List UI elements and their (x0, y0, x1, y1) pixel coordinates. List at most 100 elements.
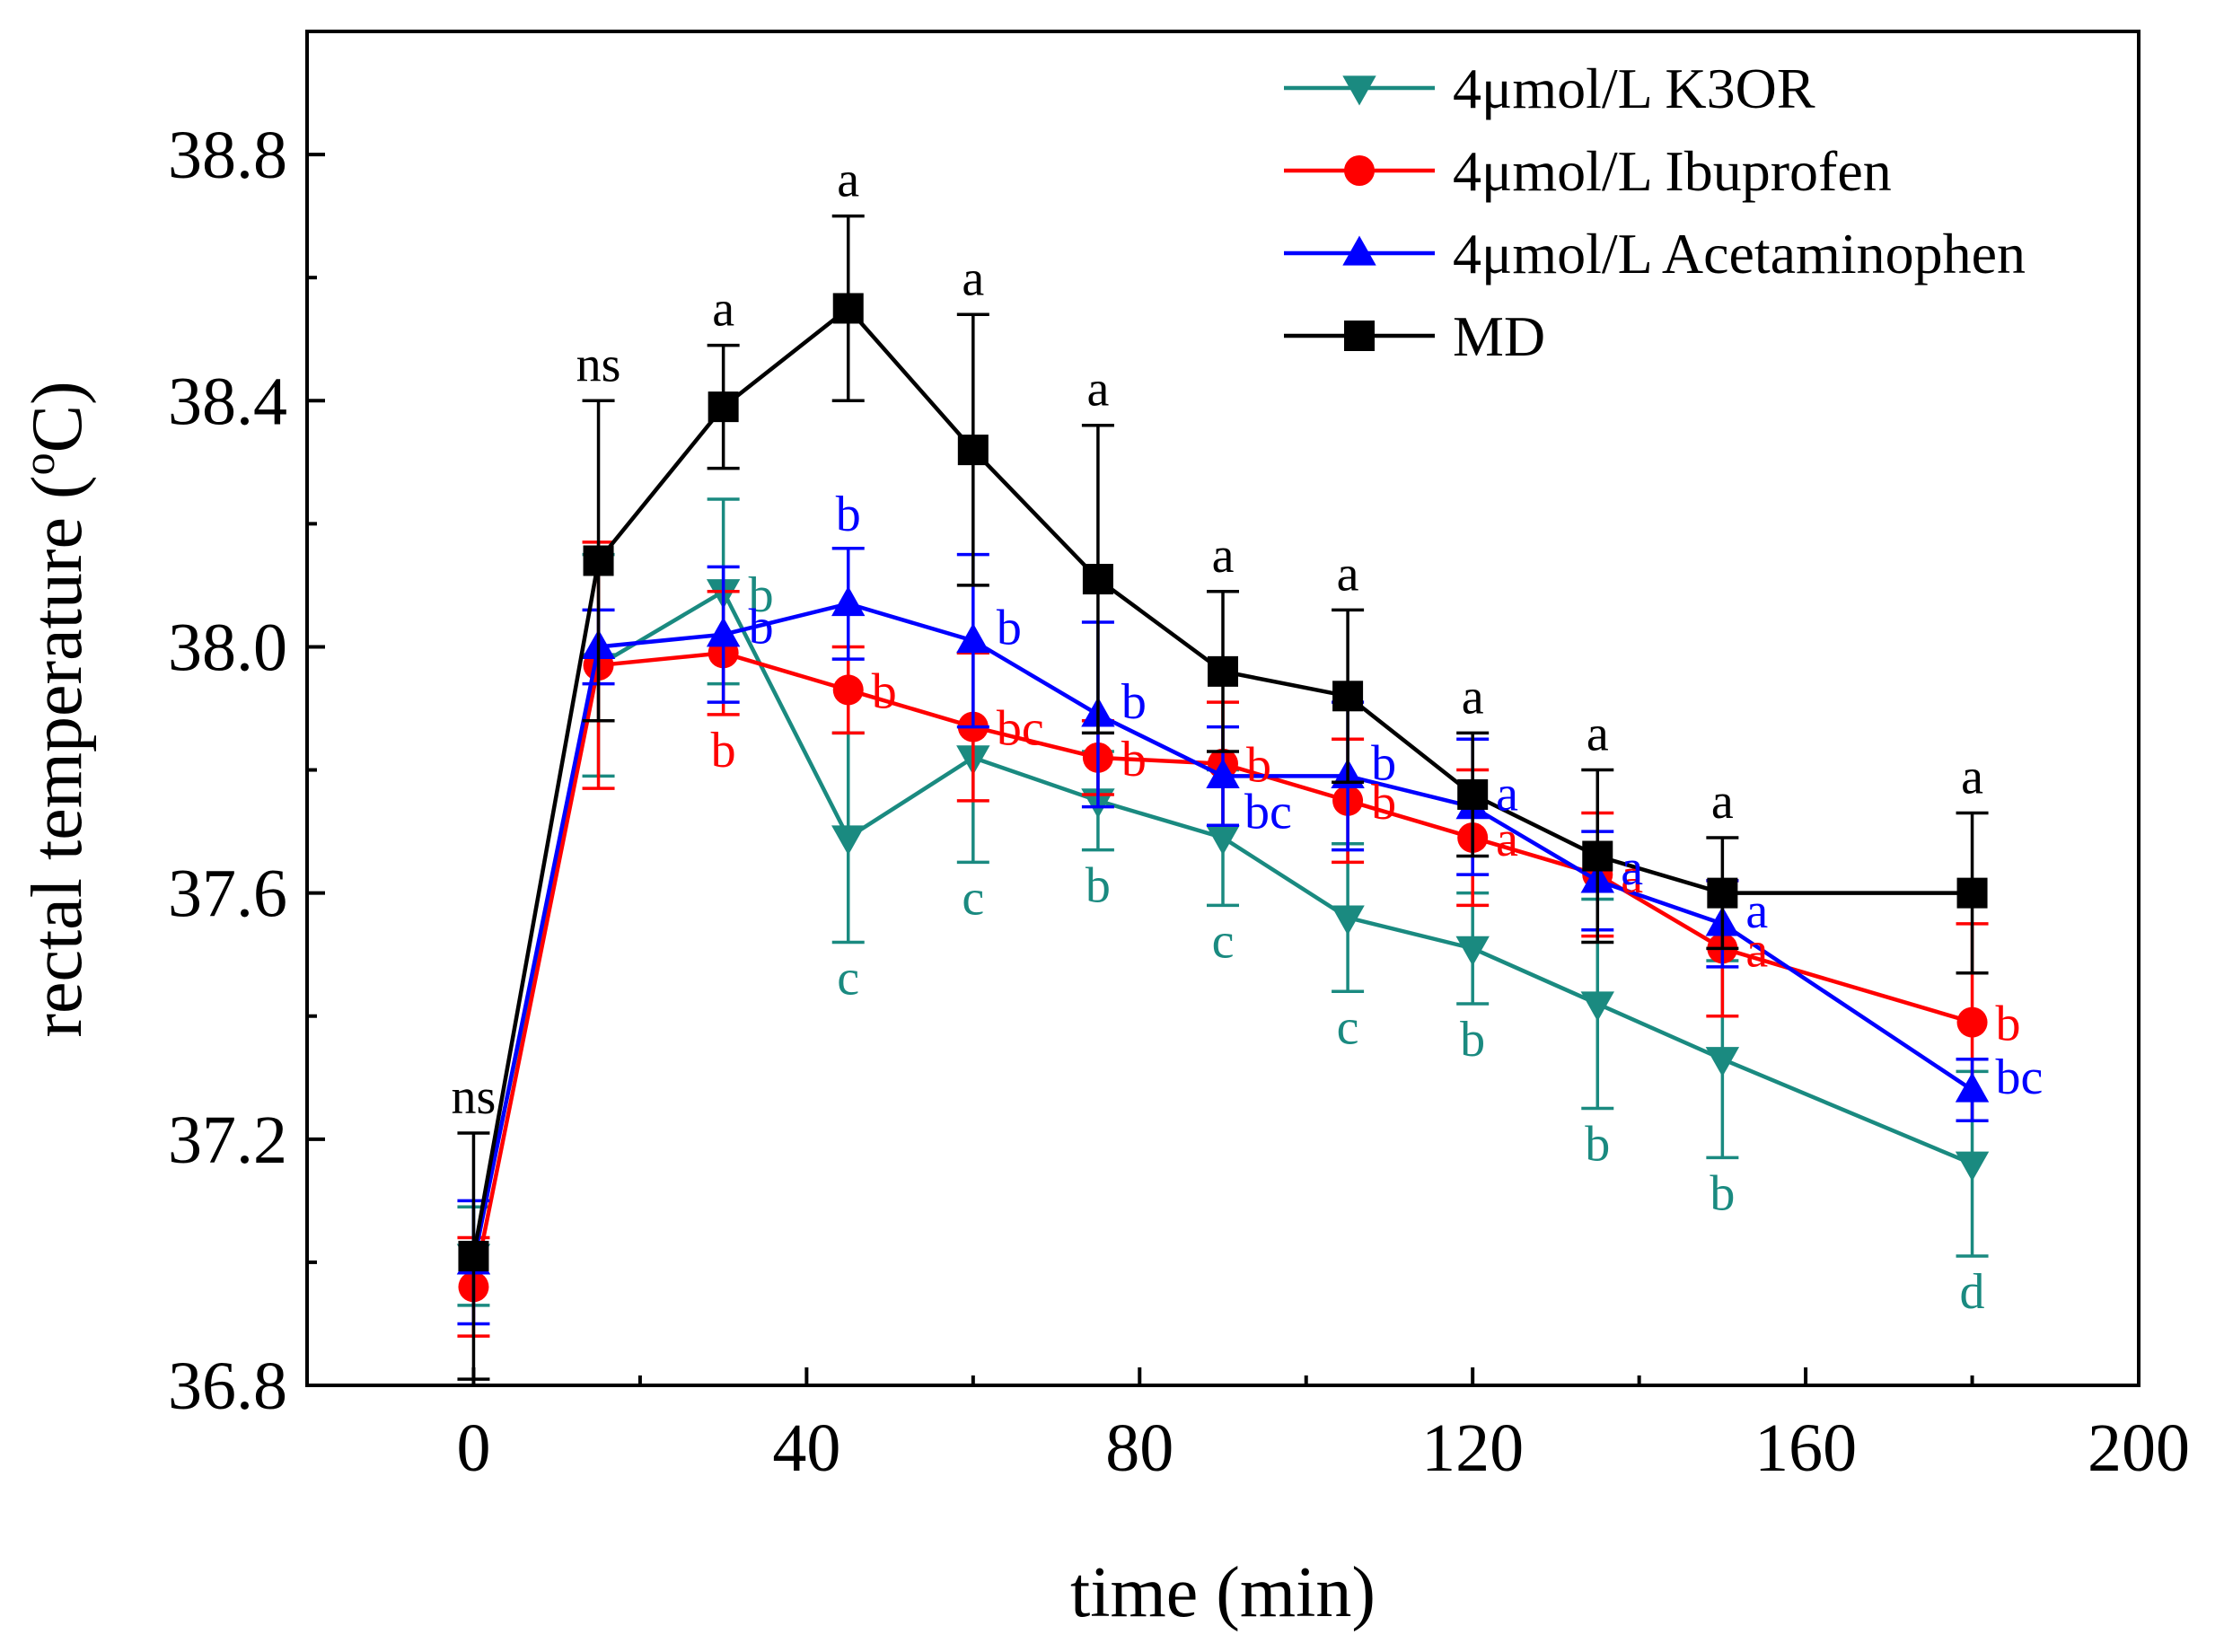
data-point (1455, 936, 1490, 966)
data-point (708, 391, 739, 423)
series-line (471, 305, 1973, 1257)
legend-item: 4μmol/L K3OR (1284, 57, 1815, 120)
significance-label: bc (1244, 784, 1292, 839)
y-tick-label: 37.6 (168, 857, 287, 932)
significance-label: a (1621, 848, 1643, 904)
axis-ticks: 0 40 80 120 160 200 36.8 37.2 37.6 38.0 38.4 38.8 (168, 118, 2190, 1486)
data-point (458, 1241, 489, 1272)
data-point (1955, 1072, 1990, 1103)
x-tick-label: 200 (2088, 1410, 2190, 1486)
significance-label: c (1212, 913, 1235, 969)
significance-label: b (1710, 1165, 1735, 1221)
legend-marker (1342, 235, 1376, 266)
data-point (1580, 991, 1614, 1022)
y-tick-label: 38.4 (168, 364, 287, 439)
significance-label: b (711, 723, 736, 778)
series-line (471, 602, 1973, 1263)
significance-label: a (1621, 840, 1643, 896)
x-tick-label: 0 (456, 1410, 490, 1486)
x-tick-label: 40 (772, 1410, 840, 1486)
y-tick-label: 36.8 (168, 1349, 287, 1424)
data-point (1955, 1151, 1990, 1182)
data-point (1956, 1006, 1988, 1038)
legend-marker (1344, 155, 1375, 186)
series-layer (456, 214, 1990, 1381)
significance-label: c (962, 870, 984, 926)
legend-label: 4μmol/L Ibuprofen (1453, 139, 1892, 203)
significance-label: b (1996, 997, 2021, 1052)
data-point (1707, 877, 1738, 909)
significance-label: a (1086, 362, 1109, 417)
significance-label: a (1462, 669, 1484, 725)
legend-label: MD (1453, 304, 1545, 368)
significance-label: c (1337, 999, 1359, 1055)
significance-label: ns (576, 337, 621, 392)
data-point (956, 623, 990, 654)
significance-label: a (837, 153, 859, 208)
significance-label: b (749, 567, 774, 623)
data-point (957, 435, 989, 466)
data-point (1208, 655, 1238, 687)
data-point (832, 293, 864, 324)
significance-label: b (1460, 1012, 1485, 1068)
significance-label: a (1745, 922, 1768, 978)
data-point (1582, 840, 1613, 872)
data-point (706, 617, 741, 647)
significance-label: b (1121, 674, 1147, 730)
data-point (1206, 825, 1240, 856)
significance-label: d (1960, 1264, 1985, 1320)
plot-frame (305, 30, 2140, 1387)
x-tick-label: 160 (1754, 1410, 1857, 1486)
x-tick-label: 80 (1105, 1410, 1174, 1486)
series-line (471, 588, 1973, 1257)
significance-label: a (1961, 750, 1983, 805)
significance-label: bc (1996, 1050, 2044, 1105)
significance-label: a (712, 282, 734, 338)
legend-item: 4μmol/L Ibuprofen (1284, 139, 1892, 203)
y-tick-label: 38.8 (168, 118, 287, 193)
y-axis-title-unit: C) (18, 381, 97, 453)
x-axis-title: time (min) (1070, 1553, 1376, 1632)
y-tick-label: 38.0 (168, 610, 287, 685)
y-axis-title: rectal temperature (oC) (13, 381, 97, 1037)
legend-marker (1342, 75, 1376, 106)
significance-label: a (1212, 528, 1235, 584)
significance-label: b (749, 600, 774, 655)
y-axis-title-superscript: o (13, 453, 64, 475)
significance-label: a (1496, 767, 1518, 822)
legend-label: 4μmol/L Acetaminophen (1453, 222, 2026, 286)
significance-label: a (962, 250, 984, 306)
significance-label: b (1585, 1117, 1610, 1173)
significance-label: a (1337, 546, 1359, 602)
data-point (1956, 877, 1988, 909)
legend-item: 4μmol/L Acetaminophen (1284, 222, 2026, 286)
data-point (1705, 1047, 1740, 1077)
y-tick-label: 37.2 (168, 1103, 287, 1178)
significance-label: c (837, 950, 859, 1006)
significance-label: a (1711, 774, 1734, 830)
significance-label: b (1371, 775, 1396, 830)
data-point (583, 545, 614, 576)
data-point (1331, 905, 1365, 936)
significance-label: b (836, 487, 861, 542)
significance-label: ns (452, 1069, 497, 1125)
data-point (1082, 564, 1113, 595)
significance-label: b (872, 663, 897, 719)
x-tick-label: 120 (1421, 1410, 1524, 1486)
significance-label: b (1121, 732, 1147, 787)
significance-label: a (1745, 883, 1768, 939)
data-point (1206, 758, 1240, 788)
significance-label: b (997, 601, 1022, 656)
legend: 4μmol/L K3OR 4μmol/L Ibuprofen 4μmol/L Ace… (1284, 57, 2026, 368)
legend-label: 4μmol/L K3OR (1453, 57, 1815, 120)
y-axis-title-main: rectal temperature ( (18, 475, 97, 1037)
series-square (457, 214, 1989, 1381)
legend-marker (1344, 321, 1375, 351)
significance-label: b (1246, 738, 1271, 794)
data-point (1332, 681, 1364, 712)
significance-label: b (1371, 735, 1396, 791)
data-point (831, 825, 866, 856)
significance-label: b (1086, 858, 1111, 914)
significance-label: a (1496, 812, 1518, 867)
